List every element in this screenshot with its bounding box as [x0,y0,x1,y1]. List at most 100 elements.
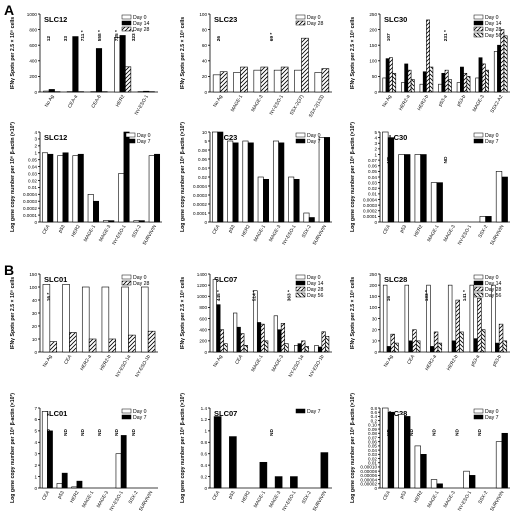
bar [301,37,309,93]
bar [398,414,405,489]
y-tick-label: 1000 [197,294,208,299]
chart-panel-a6: SLC30 Log gene copy number per 10⁶ β-acti… [350,122,510,247]
x-tick-label: MAGE-1 [250,354,265,373]
y-tick-label: 0 [204,220,207,225]
x-tick-label: NY-ESO-1 [111,224,127,247]
x-tick-label: CEA [382,223,393,235]
bar [429,66,434,93]
bar [211,131,218,223]
x-tick-label: p53 [227,224,236,234]
y-tick-label: 3 [374,141,377,146]
bar [69,332,77,353]
x-tick-label: NY-ESO-1b [134,354,152,379]
x-tick-label: HER2 [115,94,127,108]
legend-label: Day 0 [485,275,499,281]
data-annotation: ND [97,429,103,436]
bar [154,153,161,223]
y-tick-label: 3 [34,452,37,457]
x-tick-label: No Ag [381,94,393,109]
x-tick-label: MAGE-3 [98,224,113,243]
bar [133,220,140,223]
x-tick-label: HER2-a [398,94,412,112]
x-tick-label: SSX-2 [301,224,313,239]
y-tick-label: 10 [372,339,378,344]
data-annotation: 445 * [216,290,222,301]
data-annotation: 323 * [131,30,137,41]
y-tick-label: 40 [202,59,208,64]
y-tick-label: 0 [374,486,377,491]
bar [301,340,306,353]
legend-label: Day 0 [133,15,147,21]
y-tick-label: 200 [369,283,377,288]
y-tick-label: 50 [372,74,378,79]
bar [404,284,410,353]
x-tick-label: HER2-b [99,354,113,372]
x-tick-label: p53 [399,224,408,234]
bar [497,44,502,93]
y-tick-label: 0.06 [368,439,377,444]
bar [62,152,69,223]
y-axis-label: IFNγ Spots per 2.5 × 10⁵ cells [350,17,356,89]
bar [392,72,397,93]
y-tick-label: 0.2 [371,418,378,423]
x-tick-label: MAGE-1 [253,224,268,243]
data-annotation: 33 [63,36,69,42]
y-axis-label: Log gene copy number per 10⁶ β-actin (×1… [180,122,186,232]
legend-swatch [121,26,132,32]
bar [243,345,248,353]
legend-swatch [473,292,484,298]
y-tick-label: 600 [199,316,207,321]
x-tick-label: HER2 [69,490,81,504]
bar [138,220,145,223]
x-tick-label: SURVIVIN [312,224,329,247]
legend-swatch [473,20,484,26]
bar [318,137,325,223]
y-tick-label: 20 [372,328,378,333]
bar [420,154,427,223]
bar [437,342,443,353]
bar [47,153,54,223]
y-tick-label: 0.0002 [363,209,377,214]
bar [147,330,156,353]
x-tick-label: MAGE-1 [426,490,441,509]
data-annotation: ND [46,429,52,436]
x-tick-label: CEA [211,223,222,235]
bar [320,452,329,489]
bar [88,338,97,353]
y-tick-label: 0.04 [368,448,377,453]
bar [108,338,117,353]
chart-title: SLC28 [384,275,407,284]
y-tick-label: 0.03 [368,452,377,457]
y-tick-label: 0.8 [201,440,208,445]
legend-swatch [295,292,306,298]
legend-label: Day 0 [133,275,147,281]
legend-label: Day 28 [485,287,502,293]
y-tick-label: 0 [374,220,377,225]
y-tick-label: 150 [369,43,377,48]
y-tick-label: 0.0001 [193,211,207,216]
bar [426,19,430,93]
chart-title: SLC23 [214,15,237,24]
bar [414,445,421,489]
y-tick-label: 10 [202,130,208,135]
bar [148,155,155,223]
bar [407,69,412,93]
bar [120,435,127,489]
bar [501,176,508,223]
y-tick-label: 0 [374,90,377,95]
bar [404,63,409,93]
bar [401,82,405,93]
data-annotation: ND [63,429,69,436]
y-tick-label: 2 [34,463,37,468]
bar [76,480,83,489]
legend-label: Day 56 [485,33,502,39]
x-tick-label: HER2-a [424,354,438,372]
y-tick-label: 0.07 [368,158,377,163]
bar [469,475,476,489]
x-tick-label: p53-a [470,354,481,368]
bar [284,343,289,353]
legend-label: Day 0 [485,15,499,21]
bar [280,323,286,353]
bar [478,57,483,93]
